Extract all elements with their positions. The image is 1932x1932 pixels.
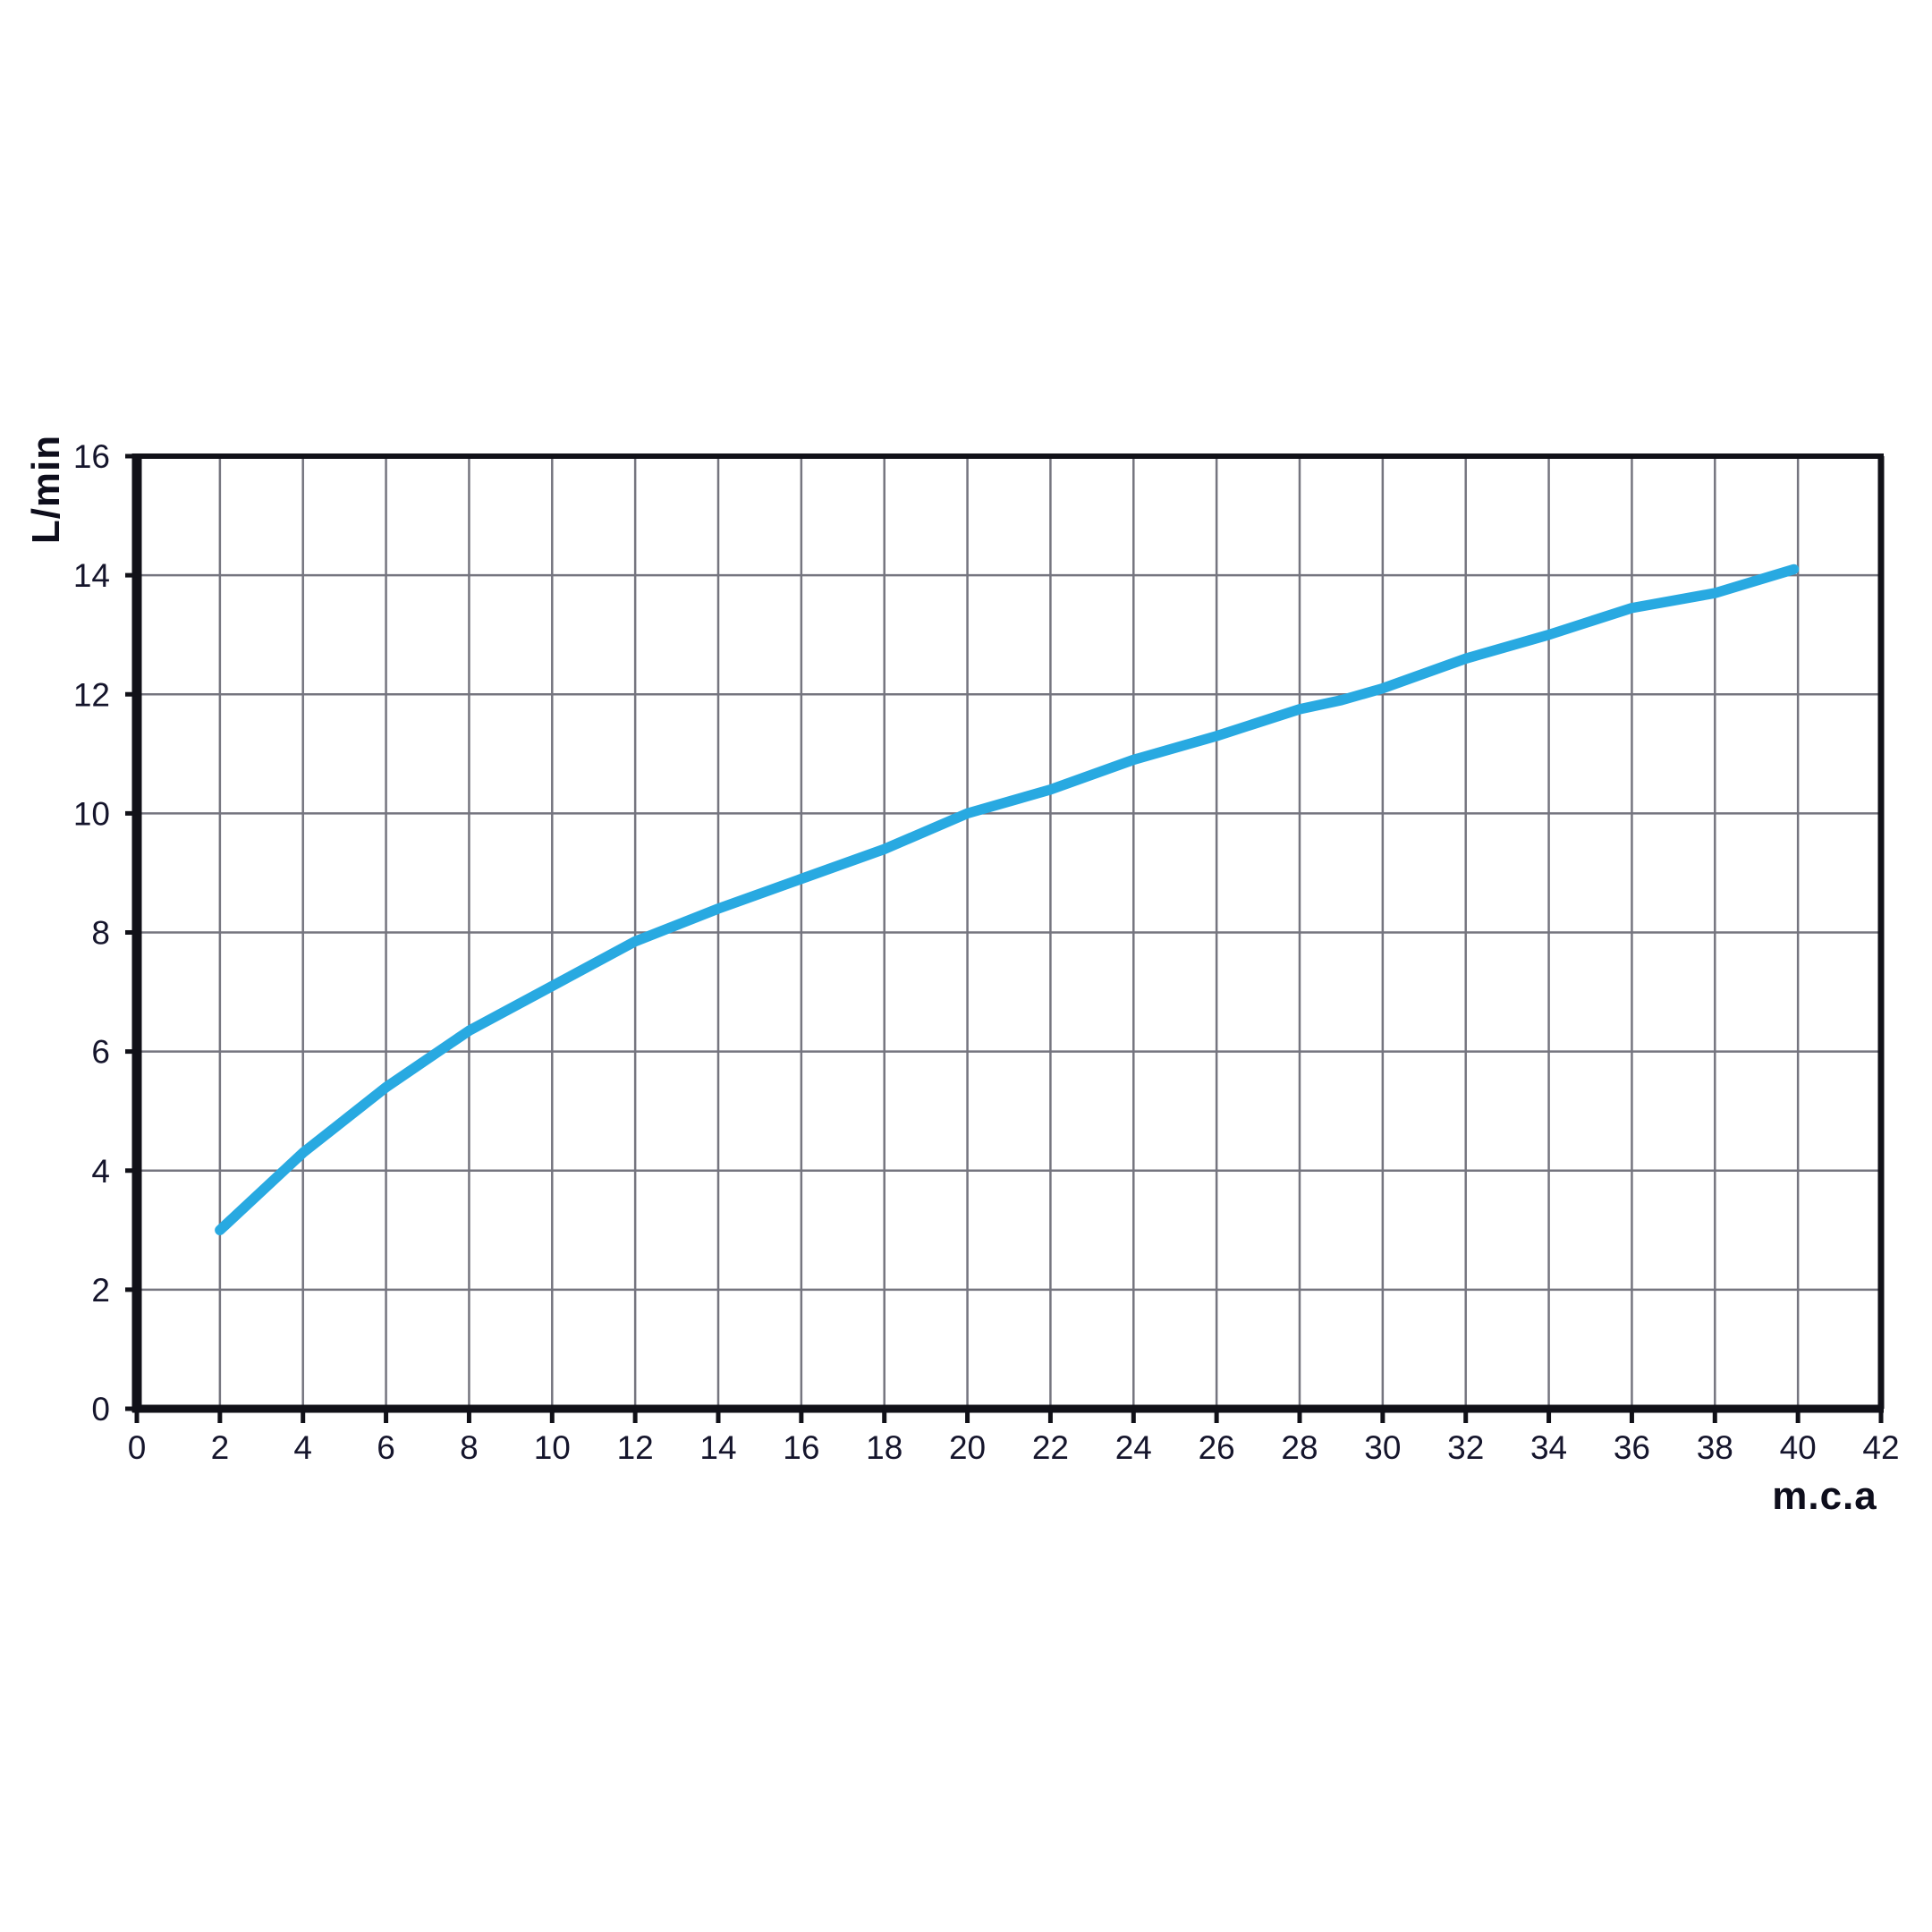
y-tick-label: 2 <box>91 1272 110 1309</box>
x-tick-label: 16 <box>783 1429 819 1466</box>
x-tick-label: 6 <box>377 1429 395 1466</box>
x-tick-label: 30 <box>1364 1429 1401 1466</box>
x-tick-label: 14 <box>699 1429 736 1466</box>
y-tick-label: 16 <box>73 438 110 475</box>
x-axis-title: m.c.a <box>1772 1474 1877 1518</box>
y-tick-label: 14 <box>73 557 110 594</box>
flow-rate-curve <box>215 564 1800 1236</box>
x-tick-label: 24 <box>1115 1429 1152 1466</box>
y-tick-label: 0 <box>91 1391 110 1428</box>
x-tick-label: 4 <box>293 1429 312 1466</box>
x-tick-label: 2 <box>211 1429 230 1466</box>
x-tick-label: 22 <box>1032 1429 1069 1466</box>
y-tick-label: 8 <box>91 915 110 952</box>
x-tick-label: 42 <box>1862 1429 1899 1466</box>
x-tick-label: 34 <box>1530 1429 1567 1466</box>
x-tick-label: 18 <box>866 1429 902 1466</box>
y-axis-title: L/min <box>24 434 68 545</box>
x-tick-label: 10 <box>534 1429 571 1466</box>
x-tick-label: 0 <box>128 1429 147 1466</box>
y-tick-label: 4 <box>91 1153 110 1190</box>
x-tick-label: 8 <box>460 1429 479 1466</box>
x-tick-label: 38 <box>1697 1429 1733 1466</box>
x-tick-label: 28 <box>1281 1429 1318 1466</box>
x-tick-label: 40 <box>1780 1429 1817 1466</box>
x-tick-label: 20 <box>949 1429 986 1466</box>
y-tick-label: 12 <box>73 676 110 713</box>
y-tick-label: 6 <box>91 1034 110 1071</box>
x-tick-label: 12 <box>617 1429 654 1466</box>
y-tick-label: 10 <box>73 795 110 832</box>
x-tick-label: 32 <box>1447 1429 1484 1466</box>
x-tick-label: 36 <box>1614 1429 1650 1466</box>
x-tick-label: 26 <box>1199 1429 1235 1466</box>
